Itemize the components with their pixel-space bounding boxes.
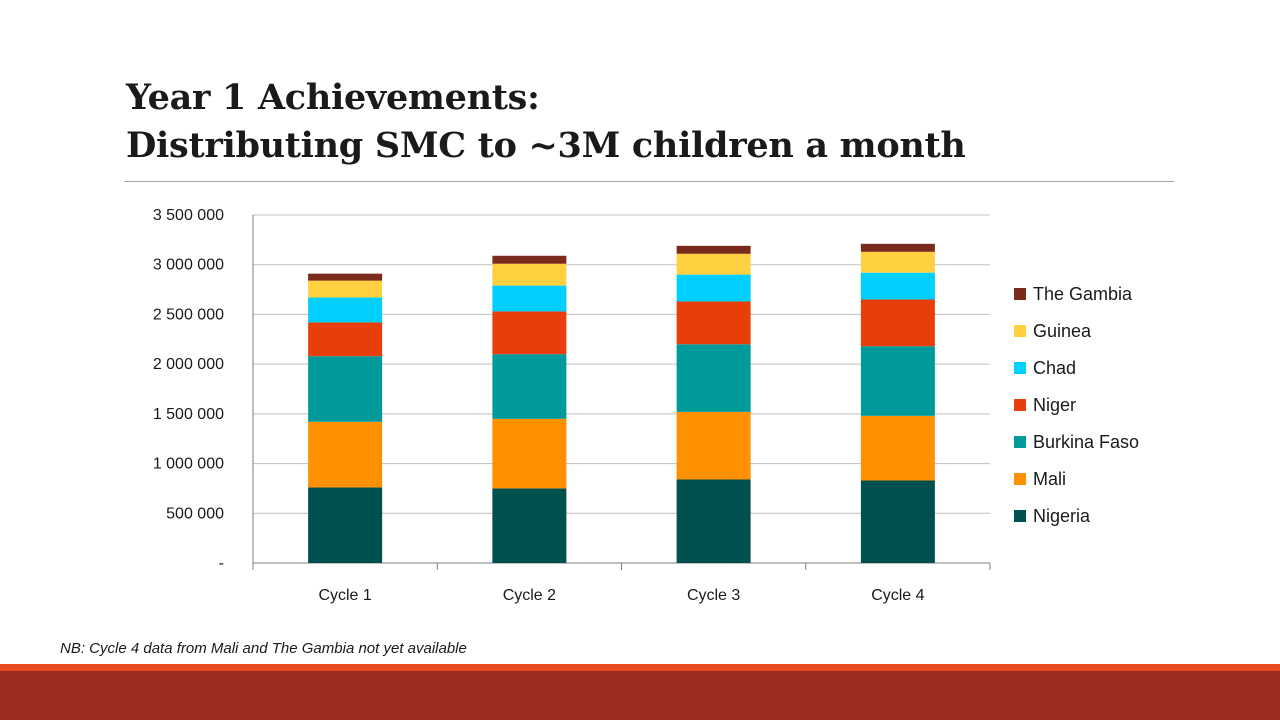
legend-label: Burkina Faso: [1033, 432, 1139, 452]
bar-segment: [860, 251, 935, 273]
legend-swatch: [1014, 399, 1026, 411]
legend-swatch: [1014, 436, 1026, 448]
x-tick-label: Cycle 1: [318, 587, 371, 604]
bar-segment: [492, 488, 567, 563]
bar-segment: [860, 480, 935, 563]
bar-segment: [308, 356, 383, 422]
bar-segment: [676, 479, 751, 563]
slide-title: Year 1 Achievements: Distributing SMC to…: [126, 74, 966, 170]
y-tick-label: 1 500 000: [153, 406, 224, 423]
y-tick-label: 2 500 000: [153, 306, 224, 323]
bar-segment: [860, 243, 935, 252]
bar-segment: [308, 421, 383, 488]
bar-segment: [676, 344, 751, 412]
x-tick-label: Cycle 3: [687, 587, 740, 604]
bar-segment: [860, 299, 935, 347]
legend-label: The Gambia: [1033, 284, 1133, 304]
bar-segment: [492, 285, 567, 312]
y-tick-label: 500 000: [166, 505, 224, 522]
footer-bar: [0, 671, 1280, 720]
bar-segment: [676, 245, 751, 254]
legend-label: Nigeria: [1033, 506, 1091, 526]
bar-segment: [308, 280, 383, 298]
bar-segment: [676, 274, 751, 302]
bar-segment: [860, 415, 935, 481]
bar-segment: [492, 418, 567, 489]
y-tick-label: 2 000 000: [153, 356, 224, 373]
slide-title-line-1: Year 1 Achievements:: [126, 77, 540, 118]
legend-label: Niger: [1033, 395, 1076, 415]
y-tick-label: -: [219, 555, 224, 572]
slide-title-line-2: Distributing SMC to ~3M children a month: [126, 125, 966, 166]
y-tick-label: 1 000 000: [153, 456, 224, 473]
stacked-bar-chart: - 500 000 1 000 000 1 500 000 2 000 000 2 500…: [153, 207, 1139, 604]
bar-segment: [308, 273, 383, 281]
bar-segment: [308, 322, 383, 357]
bar-segment: [492, 311, 567, 355]
legend-swatch: [1014, 473, 1026, 485]
x-tick-label: Cycle 2: [503, 587, 556, 604]
y-tick-label: 3 000 000: [153, 257, 224, 274]
legend-swatch: [1014, 288, 1026, 300]
y-tick-label: 3 500 000: [153, 207, 224, 224]
footnote: NB: Cycle 4 data from Mali and The Gambi…: [60, 640, 467, 657]
bar-segment: [492, 263, 567, 286]
legend-swatch: [1014, 362, 1026, 374]
legend-swatch: [1014, 325, 1026, 337]
legend-label: Guinea: [1033, 321, 1092, 341]
footer-accent-line: [0, 664, 1280, 671]
bar-segment: [308, 297, 383, 323]
bar-segment: [676, 301, 751, 345]
legend-swatch: [1014, 510, 1026, 522]
bar-segment: [860, 346, 935, 416]
bar-segment: [492, 255, 567, 264]
bar-segment: [676, 253, 751, 275]
bar-segment: [860, 272, 935, 300]
legend-label: Mali: [1033, 469, 1066, 489]
bar-segment: [492, 354, 567, 419]
bar-segment: [676, 411, 751, 480]
legend-label: Chad: [1033, 358, 1076, 378]
title-divider: [124, 181, 1174, 182]
bar-segment: [308, 487, 383, 563]
x-tick-label: Cycle 4: [871, 587, 924, 604]
